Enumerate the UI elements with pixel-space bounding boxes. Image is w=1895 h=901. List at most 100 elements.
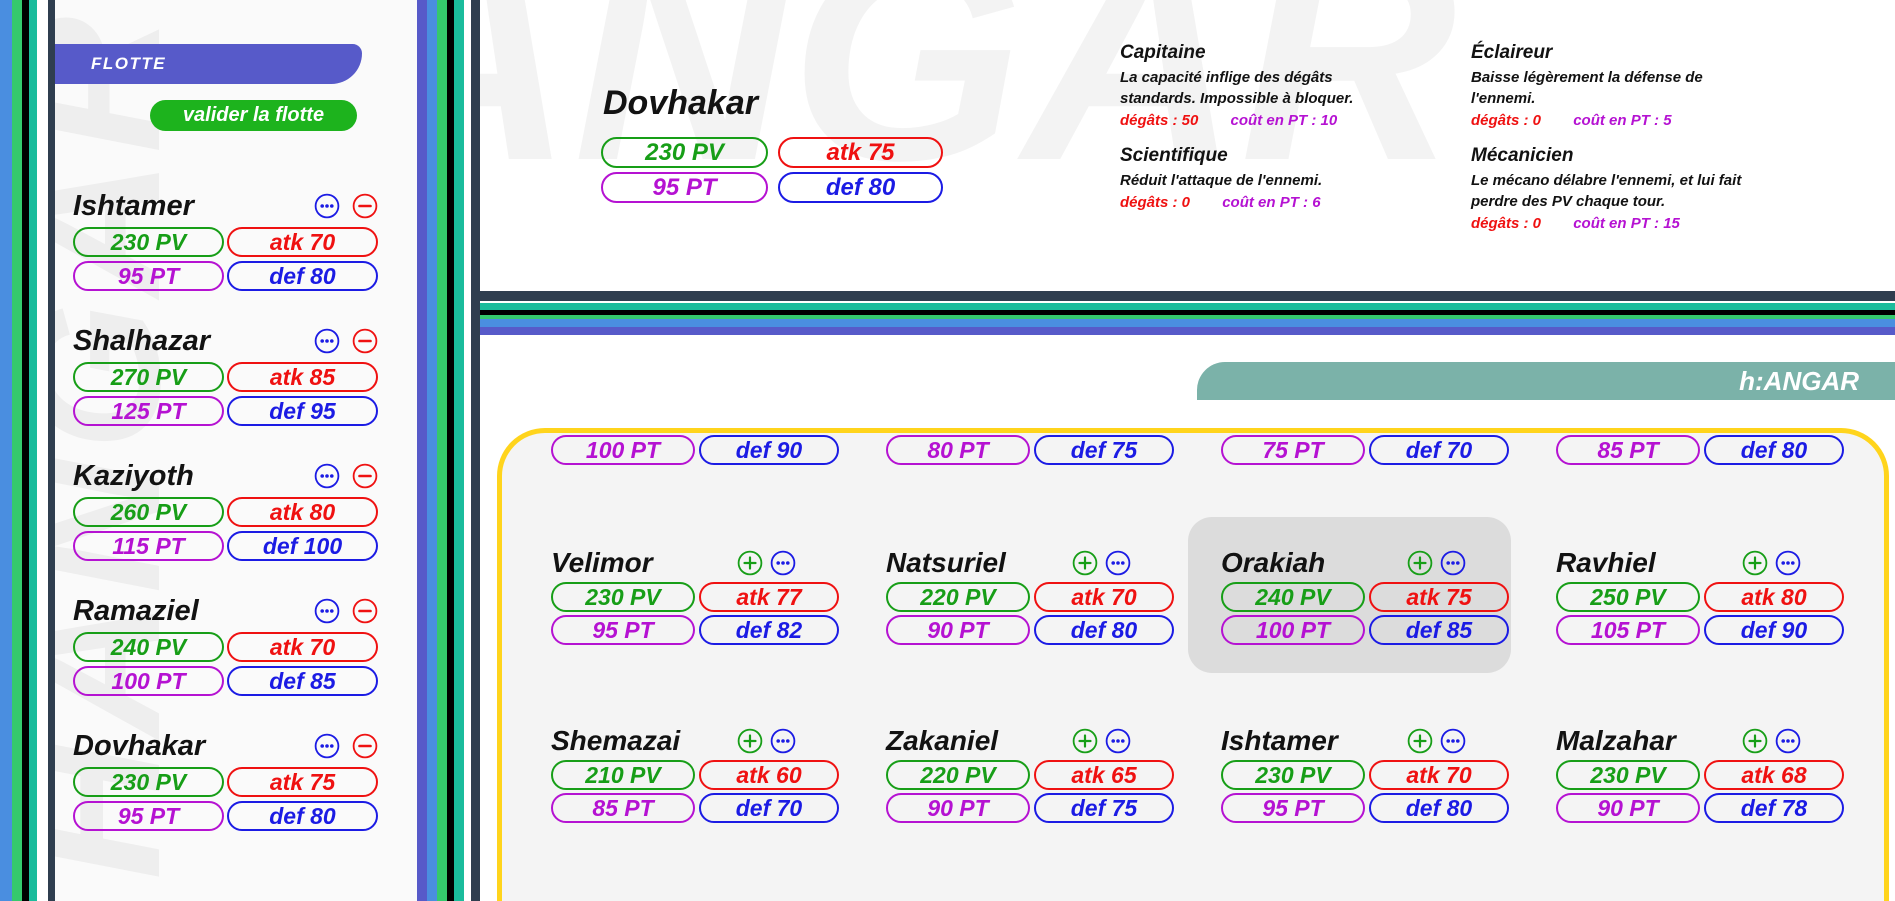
pt-stat-pill: 115 PT (73, 531, 224, 561)
def-stat-pill: def 85 (1369, 615, 1509, 645)
hangar-ship-card[interactable]: Velimor 230 PV atk 77 95 PT def 82 (518, 517, 841, 673)
ship-name: Ishtamer (1221, 725, 1338, 756)
pt-stat-pill: 75 PT (1221, 435, 1365, 465)
ship-stat-pills: 230 PV atk 77 95 PT def 82 (551, 582, 841, 645)
atk-stat-pill: atk 77 (699, 582, 839, 612)
ship-options-icon[interactable] (1105, 550, 1131, 576)
ship-options-icon[interactable] (314, 598, 340, 624)
ship-options-icon[interactable] (770, 728, 796, 754)
hangar-ship-card[interactable]: Ravhiel 250 PV atk 80 105 PT def 90 (1523, 517, 1846, 673)
hangar-ship-card[interactable]: Ishtamer 230 PV atk 70 95 PT def 80 (1188, 695, 1511, 851)
def-stat-pill: def 90 (1704, 615, 1844, 645)
atk-stat-pill: atk 70 (227, 632, 378, 662)
pt-stat-pill: 100 PT (73, 666, 224, 696)
hangar-ship-card[interactable]: Natsuriel 220 PV atk 70 90 PT def 80 (853, 517, 1176, 673)
pt-stat-pill: 90 PT (1556, 793, 1700, 823)
def-stat-pill: def 70 (1369, 435, 1509, 465)
ship-options-icon[interactable] (1105, 728, 1131, 754)
capacity-description: Le mécano délabre l'ennemi, et lui fait … (1471, 172, 1742, 210)
hangar-ship-title-row: Zakaniel (886, 725, 1176, 757)
remove-ship-icon[interactable] (352, 463, 378, 489)
capacity-block: Scientifique Réduit l'attaque de l'ennem… (1120, 145, 1440, 211)
hangar-clipped-card: 100 PT def 90 (518, 435, 853, 465)
ship-stat-pills: 240 PV atk 75 100 PT def 85 (1221, 582, 1511, 645)
decor-stripe-teal-mid (454, 0, 464, 901)
remove-ship-icon[interactable] (352, 733, 378, 759)
ship-stat-pills: 210 PV atk 60 85 PT def 70 (551, 760, 841, 823)
capacity-cost: coût en PT : 10 (1230, 112, 1338, 129)
def-stat-pill: def 78 (1704, 793, 1844, 823)
add-ship-icon[interactable] (1742, 728, 1768, 754)
decor-stripe-green-left (12, 0, 22, 901)
hangar-ship-title-row: Natsuriel (886, 547, 1176, 579)
ship-options-icon[interactable] (1775, 728, 1801, 754)
def-stat-pill: def 95 (227, 396, 378, 426)
add-ship-icon[interactable] (737, 728, 763, 754)
ship-options-icon[interactable] (314, 328, 340, 354)
fleet-ship-title-row: Ishtamer (73, 190, 378, 222)
def-stat-pill: def 70 (699, 793, 839, 823)
capacity-stats: dégâts : 0 coût en PT : 6 (1120, 194, 1440, 211)
capacity-cost: coût en PT : 5 (1573, 112, 1672, 129)
capacity-description: Baisse légèrement la défense de l'ennemi… (1471, 69, 1703, 107)
validate-fleet-button[interactable]: valider la flotte (150, 100, 357, 131)
hangar-clipped-card: 85 PT def 80 (1523, 435, 1858, 465)
def-stat-pill: def 80 (227, 801, 378, 831)
decor-stripe-black-left (22, 0, 29, 901)
pt-stat-pill: 80 PT (886, 435, 1030, 465)
fleet-ship-title-row: Kaziyoth (73, 460, 378, 492)
ship-options-icon[interactable] (314, 733, 340, 759)
def-stat-pill: def 80 (778, 172, 943, 203)
add-ship-icon[interactable] (737, 550, 763, 576)
hangar-header-tab: h:ANGAR (1197, 362, 1895, 400)
add-ship-icon[interactable] (1742, 550, 1768, 576)
def-stat-pill: def 75 (1034, 793, 1174, 823)
hangar-ship-card[interactable]: Malzahar 230 PV atk 68 90 PT def 78 (1523, 695, 1846, 851)
pt-stat-pill: 100 PT (551, 435, 695, 465)
hangar-row-2: Shemazai 210 PV atk 60 85 PT def 70 Zaka… (518, 695, 1858, 851)
fleet-ship-card: Dovhakar 230 PV atk 75 95 PT def 80 (73, 730, 378, 831)
ship-options-icon[interactable] (770, 550, 796, 576)
def-stat-pill: def 100 (227, 531, 378, 561)
atk-stat-pill: atk 75 (1369, 582, 1509, 612)
ship-options-icon[interactable] (1440, 550, 1466, 576)
add-ship-icon[interactable] (1072, 728, 1098, 754)
pv-stat-pill: 230 PV (73, 227, 224, 257)
fleet-ship-card: Ramaziel 240 PV atk 70 100 PT def 85 (73, 595, 378, 696)
pv-stat-pill: 270 PV (73, 362, 224, 392)
ship-options-icon[interactable] (1775, 550, 1801, 576)
ship-name: Kaziyoth (73, 459, 194, 492)
capacities-column-2: Éclaireur Baisse légèrement la défense d… (1471, 42, 1801, 232)
ship-stat-pills: 230 PV atk 68 90 PT def 78 (1556, 760, 1846, 823)
hangar-ship-card[interactable]: Orakiah 240 PV atk 75 100 PT def 85 (1188, 517, 1511, 673)
pt-stat-pill: 90 PT (886, 793, 1030, 823)
add-ship-icon[interactable] (1072, 550, 1098, 576)
add-ship-icon[interactable] (1407, 728, 1433, 754)
ship-options-icon[interactable] (314, 193, 340, 219)
pt-stat-pill: 95 PT (73, 801, 224, 831)
pv-stat-pill: 230 PV (1556, 760, 1700, 790)
decor-stripe-black-mid (447, 0, 454, 901)
hangar-ship-title-row: Ravhiel (1556, 547, 1846, 579)
remove-ship-icon[interactable] (352, 598, 378, 624)
hangar-ship-title-row: Shemazai (551, 725, 841, 757)
add-ship-icon[interactable] (1407, 550, 1433, 576)
capacity-name: Mécanicien (1471, 145, 1574, 166)
decor-stripe-purple-mid (417, 0, 427, 901)
fleet-ship-card: Ishtamer 230 PV atk 70 95 PT def 80 (73, 190, 378, 291)
remove-ship-icon[interactable] (352, 328, 378, 354)
pv-stat-pill: 250 PV (1556, 582, 1700, 612)
pv-stat-pill: 230 PV (601, 137, 768, 168)
pt-stat-pill: 85 PT (551, 793, 695, 823)
def-stat-pill: def 90 (699, 435, 839, 465)
hangar-ship-card[interactable]: Zakaniel 220 PV atk 65 90 PT def 75 (853, 695, 1176, 851)
remove-ship-icon[interactable] (352, 193, 378, 219)
hangar-ship-card[interactable]: Shemazai 210 PV atk 60 85 PT def 70 (518, 695, 841, 851)
pv-stat-pill: 240 PV (1221, 582, 1365, 612)
ship-options-icon[interactable] (1440, 728, 1466, 754)
pt-stat-pill: 105 PT (1556, 615, 1700, 645)
capacity-name: Scientifique (1120, 145, 1228, 166)
decor-hstripe-purple (480, 327, 1895, 335)
ship-options-icon[interactable] (314, 463, 340, 489)
